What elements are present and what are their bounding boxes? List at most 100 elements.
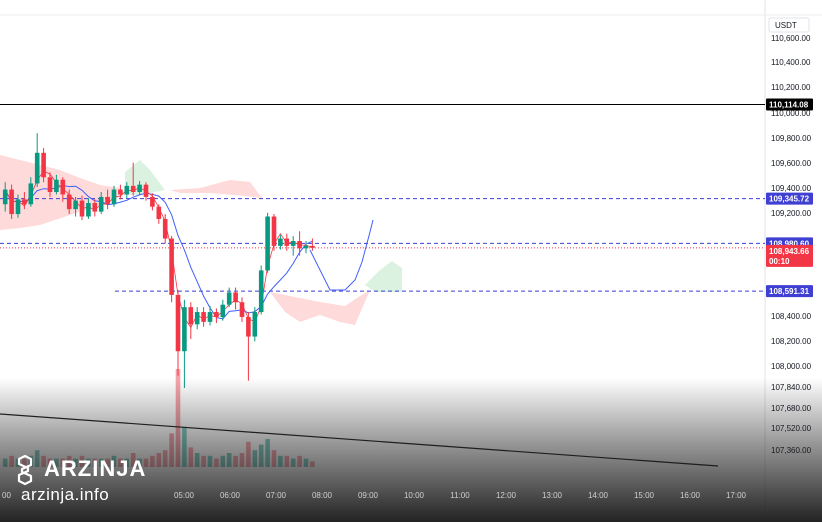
candle-body (111, 189, 117, 205)
candle-body (201, 312, 206, 322)
candle-body (246, 316, 251, 337)
y-tick-label: 109,800.00 (771, 134, 812, 143)
candle-body (66, 194, 72, 210)
price-badges: 110,114.08 109,345.72 108,980.60 108,591.31… (766, 98, 813, 298)
x-tick-label: 09:00 (358, 491, 379, 500)
candle-body (60, 179, 66, 195)
y-tick-label: 110,200.00 (771, 83, 811, 92)
x-tick-label: 06:00 (220, 491, 241, 500)
candle-body (15, 199, 21, 215)
x-tick-label: 12:00 (496, 491, 517, 500)
candle-body (105, 196, 110, 205)
x-tick-label: 14:00 (588, 491, 609, 500)
candle-body (169, 238, 174, 295)
y-tick-label: 110,000.00 (771, 109, 811, 118)
candle-body (258, 270, 264, 313)
candle-body (86, 203, 91, 217)
x-tick-label: 16:00 (680, 491, 701, 500)
cloud-bearish (170, 180, 262, 198)
x-axis-ticks: 00 05:00 06:00 07:00 08:00 09:00 10:00 11:00 12:… (2, 491, 747, 500)
x-tick-label: 13:00 (542, 491, 563, 500)
x-tick-label: 10:00 (404, 491, 425, 500)
price-badge (766, 192, 813, 205)
x-tick-label: 00 (2, 491, 11, 500)
y-tick-label: 110,600.00 (771, 34, 811, 43)
candle-body (310, 245, 315, 248)
x-tick-label: 05:00 (174, 491, 195, 500)
candle-body (143, 184, 149, 197)
candle-body (79, 200, 85, 217)
projection-line (309, 219, 374, 291)
price-badge-label: 108,591.31 (769, 287, 810, 296)
candle-body (252, 312, 258, 337)
footer-fade (0, 378, 822, 522)
current-price-badge (766, 244, 813, 267)
candle-body (297, 241, 302, 249)
candle-body (265, 216, 270, 271)
y-tick-label: 108,000.00 (771, 362, 812, 371)
price-badge-label: 110,114.08 (769, 101, 809, 110)
countdown-label: 00:10 (769, 257, 790, 266)
x-tick-label: 15:00 (634, 491, 655, 500)
y-tick-label: 109,400.00 (771, 184, 812, 193)
candle-body (92, 203, 98, 212)
brand-logo-icon (17, 454, 33, 486)
candle-body (162, 218, 168, 239)
candle-body (41, 152, 46, 178)
candle-body (271, 216, 277, 246)
x-tick-label: 11:00 (450, 491, 470, 500)
candlesticks (2, 133, 315, 388)
currency-label: USDT (775, 21, 797, 30)
brand-name: ARZINJA (44, 456, 146, 481)
candle-body (47, 177, 53, 192)
candle-body (182, 307, 187, 352)
price-lines (0, 104, 765, 292)
candle-body (284, 238, 290, 246)
candle-body (290, 241, 296, 246)
candle-body (150, 196, 155, 207)
y-tick-label: 108,200.00 (771, 337, 812, 346)
candle-body (34, 152, 40, 184)
price-badge (766, 98, 813, 111)
candle-body (194, 312, 200, 325)
candle-body (130, 185, 136, 192)
candle-body (2, 189, 8, 205)
candle-body (9, 189, 14, 215)
x-tick-label: 07:00 (266, 491, 287, 500)
candle-body (137, 184, 142, 192)
candle-body (188, 307, 194, 325)
candle-body (98, 196, 104, 212)
candle-body (118, 189, 123, 195)
y-tick-label: 109,600.00 (771, 159, 812, 168)
candle-body (73, 200, 78, 210)
price-badge-label: 108,980.60 (769, 239, 810, 248)
candle-body (214, 312, 219, 317)
candle-body (156, 206, 162, 219)
candle-body (54, 179, 59, 192)
brand-url: arzinja.info (21, 485, 109, 504)
price-badge-label: 109,345.72 (769, 195, 810, 204)
x-tick-label: 17:00 (726, 491, 747, 500)
currency-label-box[interactable] (768, 17, 810, 33)
y-tick-label: 110,400.00 (771, 58, 811, 67)
candle-body (303, 245, 309, 249)
x-tick-label: 08:00 (312, 491, 333, 500)
candle-body (278, 238, 283, 246)
candle-body (22, 199, 27, 205)
candle-body (175, 294, 181, 352)
watermark: ARZINJA arzinja.info (17, 454, 146, 504)
candle-body (233, 292, 238, 303)
cloud-bearish (270, 290, 370, 325)
cloud-bullish (365, 261, 402, 292)
candle-body (28, 183, 34, 205)
current-price-label: 108,943.66 (769, 247, 810, 256)
candle-body (220, 304, 226, 317)
candle-body (124, 185, 130, 195)
y-tick-label: 108,400.00 (771, 312, 812, 321)
candle-body (207, 312, 213, 322)
candle-body (226, 292, 232, 305)
y-tick-label: 109,200.00 (771, 209, 812, 218)
price-badge (766, 285, 813, 298)
candle-body (239, 302, 245, 317)
